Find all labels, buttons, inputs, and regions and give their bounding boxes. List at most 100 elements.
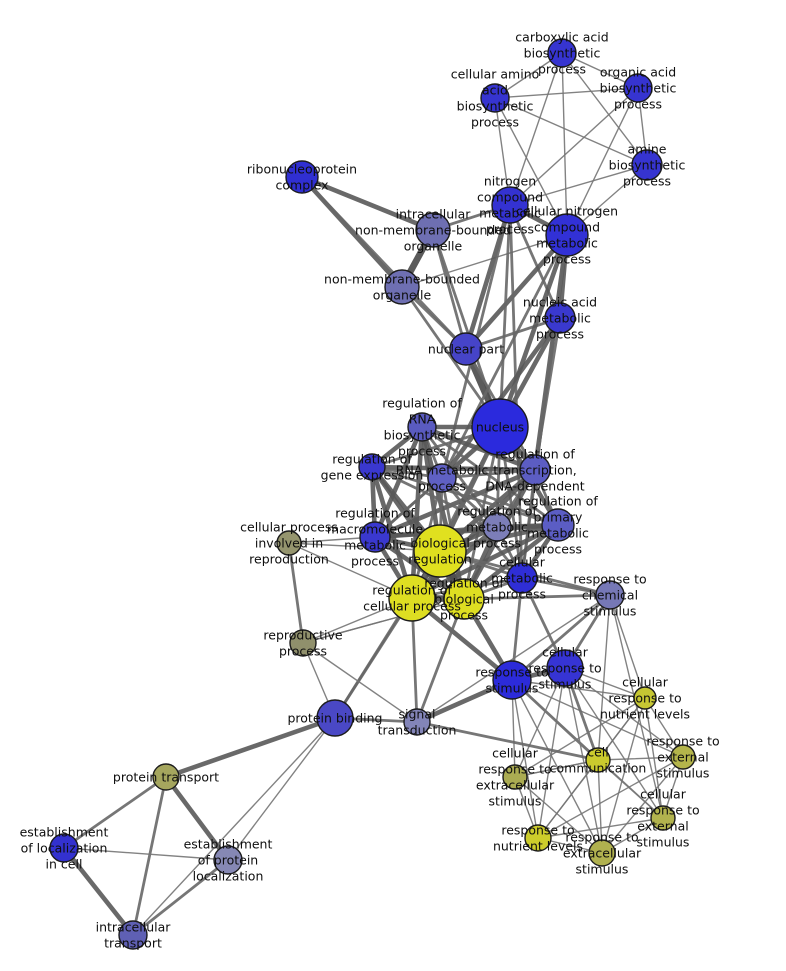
node-establishment-of-localization-in-cell[interactable] (49, 833, 79, 863)
edge-cellular-response-to-nutrient-levels--cellular-response-to-extracellular-stimulus (514, 697, 646, 778)
edge-carboxylic-acid-biosynthetic-process--nitrogen-compound-metabolic-process (509, 52, 563, 206)
node-response-to-stimulus[interactable] (492, 660, 532, 700)
edge-response-to-stimulus--response-to-nutrient-levels (511, 679, 539, 839)
edge-regulation-of-biological-process--response-to-chemical-stimulus (462, 593, 612, 601)
node-non-membrane-bounded-organelle[interactable] (384, 269, 420, 305)
node-nuclear-part[interactable] (449, 332, 483, 366)
node-cellular-process-involved-in-reproduction[interactable] (276, 530, 302, 556)
node-organic-acid-biosynthetic-process[interactable] (623, 73, 653, 103)
edge-cellular-response-to-stimulus--cellular-response-to-extracellular-stimulus (514, 667, 566, 778)
edge-protein-transport--establishment-of-localization-in-cell (62, 775, 168, 850)
edge-response-to-external-stimulus--response-to-nutrient-levels (537, 756, 684, 839)
node-protein-transport[interactable] (152, 763, 180, 791)
node-label-ribonucleoprotein-complex: ribonucleoprotein complex (247, 162, 357, 193)
node-label-regulation-of-metabolic-process: regulation of metabolic process (457, 504, 537, 551)
node-ribonucleoprotein-complex[interactable] (285, 160, 319, 194)
edge-non-membrane-bounded-organelle--cellular-nitrogen-compound-metabolic-process (401, 234, 568, 288)
edge-nucleic-acid-metabolic-process--rna-metabolic-process (439, 315, 563, 481)
node-biological-regulation[interactable] (413, 524, 467, 578)
edge-response-to-chemical-stimulus--cellular-response-to-external-stimulus (609, 594, 664, 819)
edge-cell-communication--response-to-extracellular-stimulus (597, 759, 603, 854)
edge-ribonucleoprotein-complex--nuclear-part (300, 175, 468, 351)
node-reproductive-process[interactable] (289, 629, 317, 657)
node-label-regulation-of-transcription-dna-dependent: regulation of transcription, DNA-dependent (485, 447, 584, 494)
node-response-to-external-stimulus[interactable] (670, 744, 696, 770)
node-cellular-amino-acid-biosynthetic-process[interactable] (480, 83, 510, 113)
node-response-to-nutrient-levels[interactable] (524, 824, 552, 852)
node-label-establishment-of-protein-localization: establishment of protein localization (184, 837, 273, 884)
edge-protein-binding--intracellular-transport (132, 717, 336, 936)
edge-reproductive-process--signal-transduction (302, 642, 418, 723)
node-cell-communication[interactable] (585, 747, 611, 773)
edge-protein-transport--establishment-of-protein-localization (163, 774, 231, 863)
node-regulation-of-rna-biosynthetic-process[interactable] (407, 412, 437, 442)
edge-ribonucleoprotein-complex--intracellular-non-membrane-bounded-organelle (299, 174, 436, 233)
node-regulation-of-macromolecule-metabolic-process[interactable] (359, 521, 391, 553)
edge-establishment-of-localization-in-cell--intracellular-transport (61, 845, 136, 938)
node-label-protein-transport: protein transport (113, 770, 219, 785)
edge-response-to-chemical-stimulus--response-to-stimulus (510, 593, 612, 682)
node-regulation-of-transcription-dna-dependent[interactable] (519, 454, 551, 486)
node-response-to-extracellular-stimulus[interactable] (588, 839, 616, 867)
node-label-response-to-nutrient-levels: response to nutrient levels (493, 823, 583, 854)
node-label-cellular-response-to-external-stimulus: cellular response to external stimulus (626, 787, 699, 850)
node-nitrogen-compound-metabolic-process[interactable] (491, 186, 529, 224)
node-cellular-metabolic-process[interactable] (506, 562, 538, 594)
node-signal-transduction[interactable] (403, 708, 431, 736)
node-regulation-of-cellular-process[interactable] (388, 574, 436, 622)
edge-response-to-external-stimulus--cell-communication (597, 756, 684, 761)
node-protein-binding[interactable] (316, 699, 354, 737)
node-regulation-of-primary-metabolic-process[interactable] (541, 508, 575, 542)
node-amine-biosynthetic-process[interactable] (631, 149, 663, 181)
node-cellular-nitrogen-compound-metabolic-process[interactable] (545, 213, 589, 257)
node-label-rna-metabolic-process: RNA metabolic process (396, 463, 489, 494)
edge-response-to-external-stimulus--response-to-extracellular-stimulus (601, 756, 684, 854)
node-regulation-of-biological-process[interactable] (443, 578, 485, 620)
node-label-response-to-external-stimulus: response to external stimulus (646, 734, 719, 781)
node-cellular-response-to-external-stimulus[interactable] (650, 805, 676, 831)
node-label-carboxylic-acid-biosynthetic-process: carboxylic acid biosynthetic process (515, 30, 608, 77)
node-label-nuclear-part: nuclear part (428, 342, 504, 357)
edge-regulation-of-rna-biosynthetic-process--regulation-of-transcription-dna-dependent (419, 424, 538, 473)
node-label-regulation-of-macromolecule-metabolic-process: regulation of macromolecule metabolic proce… (327, 506, 423, 569)
node-label-intracellular-transport: intracellular transport (96, 920, 172, 951)
edge-regulation-of-biological-process--signal-transduction (415, 597, 466, 724)
node-cellular-response-to-nutrient-levels[interactable] (633, 686, 657, 710)
edge-cell-communication--cellular-response-to-external-stimulus (597, 759, 664, 819)
node-nucleic-acid-metabolic-process[interactable] (544, 302, 576, 334)
node-label-cellular-process-involved-in-reproduction: cellular process involved in reproduction (240, 520, 338, 567)
edge-reproductive-process--regulation-of-biological-process (302, 598, 465, 644)
edge-response-to-chemical-stimulus--cellular-response-to-nutrient-levels (609, 594, 646, 699)
node-cellular-response-to-extracellular-stimulus[interactable] (502, 764, 528, 790)
node-response-to-chemical-stimulus[interactable] (595, 580, 625, 610)
node-label-cellular-response-to-nutrient-levels: cellular response to nutrient levels (600, 675, 690, 722)
node-label-reproductive-process: reproductive process (263, 628, 343, 659)
edge-regulation-of-gene-expression--regulation-of-primary-metabolic-process (370, 465, 560, 527)
edge-regulation-of-cellular-process--protein-binding (333, 596, 414, 720)
node-label-regulation-of-cellular-process: regulation of cellular process (363, 583, 461, 614)
node-carboxylic-acid-biosynthetic-process[interactable] (547, 38, 577, 68)
node-intracellular-transport[interactable] (118, 920, 148, 950)
edge-nitrogen-compound-metabolic-process--cellular-metabolic-process (508, 203, 524, 580)
node-establishment-of-protein-localization[interactable] (213, 845, 243, 875)
node-label-organic-acid-biosynthetic-process: organic acid biosynthetic process (600, 65, 677, 112)
node-intracellular-non-membrane-bounded-organelle[interactable] (415, 212, 451, 248)
edge-cellular-response-to-stimulus--response-to-nutrient-levels (537, 667, 566, 839)
node-label-establishment-of-localization-in-cell: establishment of localization in cell (20, 825, 109, 872)
node-label-cellular-response-to-stimulus: cellular response to stimulus (528, 645, 601, 692)
node-label-response-to-chemical-stimulus: response to chemical stimulus (573, 572, 646, 619)
node-cellular-response-to-stimulus[interactable] (546, 649, 584, 687)
node-regulation-of-metabolic-process[interactable] (482, 512, 512, 542)
edge-carboxylic-acid-biosynthetic-process--cellular-nitrogen-compound-metabolic-process (561, 52, 568, 236)
node-regulation-of-gene-expression[interactable] (358, 453, 386, 481)
node-label-cellular-nitrogen-compound-metabolic-process: cellular nitrogen compound metabolic proces… (516, 204, 618, 267)
edge-organic-acid-biosynthetic-process--nitrogen-compound-metabolic-process (509, 87, 639, 206)
edge-establishment-of-localization-in-cell--establishment-of-protein-localization (63, 847, 229, 861)
node-label-regulation-of-gene-expression: regulation of gene expression (321, 452, 424, 483)
node-rna-metabolic-process[interactable] (427, 463, 457, 493)
node-nucleus[interactable] (471, 398, 529, 456)
node-label-signal-transduction: signal transduction (378, 707, 457, 738)
edge-establishment-of-protein-localization--intracellular-transport (131, 858, 230, 937)
